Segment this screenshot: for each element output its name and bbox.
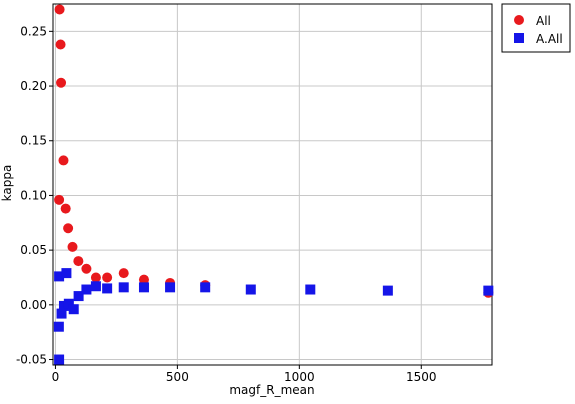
legend-label-a-all: A.All (536, 32, 563, 46)
y-tick-label: 0.00 (20, 298, 47, 312)
point-all (60, 203, 71, 214)
data-points (53, 4, 494, 365)
point-a-all (102, 283, 113, 294)
y-tick-label: 0.15 (20, 134, 47, 148)
legend-marker-a-all (514, 33, 524, 43)
y-tick-label: -0.05 (16, 353, 47, 367)
point-a-all (305, 284, 316, 295)
grid-lines (53, 4, 492, 365)
x-axis-label: magf_R_mean (229, 383, 314, 397)
point-a-all (138, 282, 149, 293)
y-tick-label: 0.10 (20, 188, 47, 202)
point-all (73, 256, 84, 267)
point-all (118, 268, 129, 279)
point-a-all (73, 291, 84, 302)
point-all (58, 155, 69, 166)
point-all (67, 241, 78, 252)
point-a-all (165, 282, 176, 293)
point-all (81, 263, 92, 274)
legend-label-all: All (536, 14, 551, 28)
legend-marker-all (514, 15, 524, 25)
point-a-all (54, 271, 65, 282)
point-a-all (118, 282, 129, 293)
x-tick-label: 0 (52, 370, 60, 384)
point-a-all (68, 304, 79, 315)
point-all (55, 39, 66, 50)
point-a-all (245, 284, 256, 295)
x-tick-label: 1500 (406, 370, 437, 384)
axis-ticks: 0 500 1000 1500 -0.05 0.00 0.05 0.10 0.15 0.20 0.2… (16, 24, 437, 384)
plot-area (53, 4, 492, 365)
y-tick-label: 0.25 (20, 24, 47, 38)
point-all (90, 272, 101, 283)
point-a-all (54, 354, 65, 365)
point-all (63, 223, 74, 234)
point-a-all (56, 308, 67, 319)
point-a-all (382, 285, 393, 296)
point-a-all (81, 284, 92, 295)
point-a-all (63, 298, 74, 309)
point-a-all (483, 285, 494, 296)
point-all (56, 77, 67, 88)
x-tick-label: 1000 (284, 370, 315, 384)
point-a-all (90, 281, 101, 292)
y-axis-label: kappa (0, 165, 14, 202)
point-all (138, 274, 149, 285)
point-a-all (53, 321, 64, 332)
y-tick-label: 0.20 (20, 79, 47, 93)
legend: All A.All (501, 3, 571, 53)
y-tick-label: 0.05 (20, 243, 47, 257)
legend-box (501, 3, 571, 53)
plot-frame (52, 3, 493, 366)
point-all (102, 272, 113, 283)
point-all (54, 4, 65, 15)
x-tick-label: 500 (166, 370, 189, 384)
point-a-all (61, 268, 72, 279)
point-a-all (200, 282, 211, 293)
point-all (54, 194, 65, 205)
